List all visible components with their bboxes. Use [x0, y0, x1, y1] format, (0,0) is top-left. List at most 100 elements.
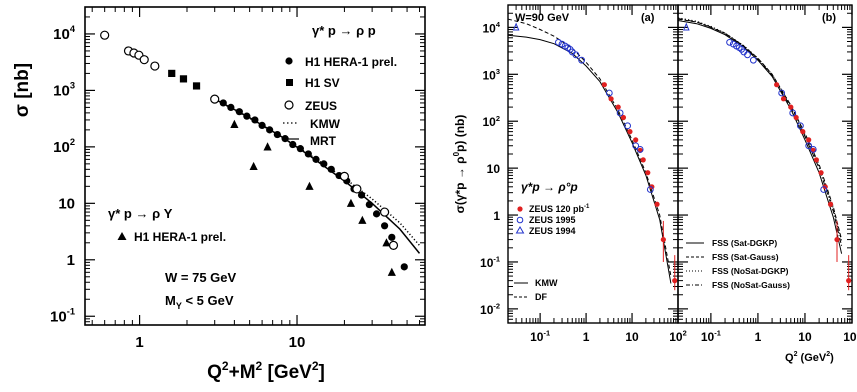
data-point-h1-hera-1-prel- [289, 140, 297, 149]
data-point-zeus-1995 [578, 56, 586, 64]
data-point-zeus [388, 240, 399, 250]
legend-label-h1-triangle: H1 HERA-1 prel. [134, 230, 226, 244]
legend-label-zeus1994: ZEUS 1994 [529, 226, 576, 236]
y-tick-label: 10 [58, 195, 75, 212]
data-point-zeus-120-pb-1 [654, 201, 660, 207]
data-point-h1-hera-1-prel- [400, 263, 408, 271]
data-point-h1-hera-1-prel- [312, 155, 320, 163]
data-point-h1-hera-1-prel- [258, 121, 266, 129]
data-point-h1-hera-1-prel- [304, 150, 312, 158]
data-point-zeus-120-pb-1 [788, 104, 794, 110]
data-point-zeus-120-pb-1 [780, 96, 787, 102]
data-point-zeus-120-pb-1 [601, 82, 607, 88]
x-tick-label: 102 [843, 329, 857, 344]
panel-b: 10-1 1 10 102 (b) FSS (Sat-DGKP) FSS (Sat-G… [677, 4, 857, 364]
data-point-zeus [339, 171, 350, 181]
data-point-h1-hera-1-prel- [357, 191, 366, 199]
legend-label-zeus: ZEUS [305, 99, 337, 113]
data-point-h1-hera-1-prel- [235, 108, 243, 116]
data-point-zeus-120-pb-1 [818, 170, 824, 176]
y-tick-label: 10-2 [480, 301, 500, 316]
x-tick-label: 1 [135, 334, 143, 351]
data-point-zeus-120-pb-1 [640, 157, 646, 163]
data-point-zeus-1995 [744, 51, 751, 59]
data-point-h1-hera-1-prel- [266, 126, 274, 134]
x-tick-label: 1 [583, 330, 590, 344]
data-point-h1-sv [192, 82, 201, 90]
data-point-zeus [380, 207, 390, 217]
panel-a-axis-ticks: 10-1 1 10 102 10-2 10-1 1 10 102 103 104 [480, 5, 687, 344]
data-point-zeus-120-pb-1 [660, 236, 666, 243]
legend-marker-zeus120 [517, 206, 523, 212]
y-tick-label: 10 [487, 162, 501, 176]
panel-a-label: (a) [641, 12, 655, 24]
left-legend-title-bottom: γ* p → ρ Y [108, 206, 173, 221]
x-tick-label: 10-1 [530, 329, 550, 344]
x-tick-label: 10 [625, 330, 639, 344]
panel-a: 10-1 1 10 102 10-2 10-1 1 10 102 103 104 σ(γ*p → ρ… [452, 4, 687, 344]
data-point-zeus [352, 184, 362, 194]
data-point-h1-hera-1-prel- [346, 198, 356, 207]
panel-a-y-axis-label: σ(γ*p → ρ0p) (nb) [452, 115, 467, 214]
legend-label-h1-sv: H1 SV [305, 76, 340, 90]
data-point-zeus-120-pb-1 [608, 96, 614, 102]
left-legend-title-top: γ* p → ρ p [312, 23, 376, 38]
left-y-axis-label: σ [nb] [12, 63, 33, 117]
legend-label-kmw: KMW [310, 117, 341, 131]
data-point-zeus-1995 [624, 122, 631, 130]
data-point-h1-hera-1-prel- [249, 161, 258, 171]
data-point-zeus-120-pb-1 [827, 201, 834, 207]
left-info-w: W = 75 GeV [165, 270, 236, 285]
y-tick-label: 10-1 [480, 255, 500, 270]
data-point-h1-hera-1-prel- [381, 222, 389, 230]
data-point-h1-hera-1-prel- [251, 116, 259, 124]
curve-fss-sat-gauss- [677, 18, 843, 240]
data-point-zeus [150, 61, 160, 71]
y-tick-label: 104 [53, 24, 76, 43]
data-point-h1-sv [168, 69, 176, 78]
y-tick-label: 102 [483, 114, 501, 129]
legend-label-h1-hera: H1 HERA-1 prel. [305, 55, 397, 69]
legend-marker-zeus [284, 100, 294, 110]
left-axis-ticks: 1 10 10-1 1 10 102 103 104 [50, 7, 425, 351]
curve-fss-sat-dgkp- [677, 20, 843, 254]
y-tick-label: 1 [493, 209, 500, 223]
left-x-axis-label: Q2+M2 [GeV2] [207, 359, 325, 383]
data-point-zeus-120-pb-1 [627, 129, 633, 135]
y-tick-label: 103 [53, 81, 75, 100]
data-point-zeus-120-pb-1 [672, 278, 678, 284]
curve-fss-nosat-gauss- [677, 18, 843, 247]
data-point-zeus-1995 [726, 38, 733, 46]
data-point-zeus-1995 [778, 89, 786, 97]
data-point-h1-hera-1-prel- [305, 181, 314, 190]
curve-fss-nosat-dgkp- [677, 17, 843, 242]
y-tick-label: 1 [67, 252, 75, 269]
data-point-h1-hera-1-prel- [219, 99, 227, 107]
legend-marker-h1-triangle [117, 232, 127, 240]
data-point-h1-hera-1-prel- [320, 160, 328, 168]
x-tick-label: 10 [798, 330, 812, 344]
legend-label-df: DF [535, 292, 547, 302]
y-tick-label: 103 [483, 67, 501, 82]
panel-b-axis-ticks: 10-1 1 10 102 [678, 5, 857, 344]
data-point-h1-sv [179, 75, 188, 83]
data-point-zeus-120-pb-1 [637, 147, 643, 153]
legend-marker-zeus1995 [516, 216, 524, 224]
data-point-h1-hera-1-prel- [296, 145, 304, 153]
panel-b-curves [677, 17, 843, 254]
legend-label-zeus1995: ZEUS 1995 [529, 215, 576, 225]
data-point-zeus-1994 [512, 22, 520, 31]
x-tick-label: 1 [755, 330, 762, 344]
data-point-zeus-1995 [555, 38, 562, 46]
data-point-h1-hera-1-prel- [263, 142, 272, 151]
data-point-h1-hera-1-prel- [365, 200, 373, 209]
data-point-zeus-120-pb-1 [620, 114, 627, 121]
data-point-zeus-120-pb-1 [615, 104, 621, 110]
data-point-zeus [139, 55, 149, 65]
data-point-h1-hera-1-prel- [382, 238, 391, 247]
legend-marker-h1-circle [285, 57, 293, 65]
data-point-zeus-120-pb-1 [846, 278, 852, 284]
curve-df [507, 18, 672, 277]
data-point-h1-hera-1-prel- [327, 165, 335, 173]
data-point-zeus-1995 [809, 146, 817, 153]
